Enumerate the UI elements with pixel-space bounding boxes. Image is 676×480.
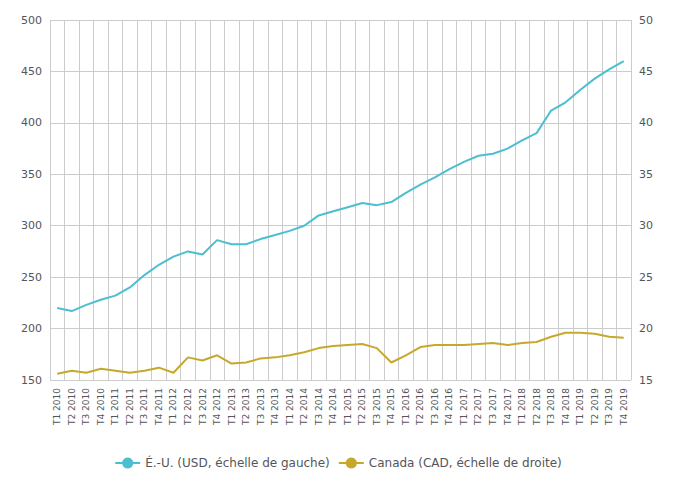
svg-text:T3 2018: T3 2018: [546, 388, 556, 426]
svg-text:T1 2010: T1 2010: [52, 388, 62, 426]
svg-text:400: 400: [21, 116, 42, 129]
svg-text:35: 35: [639, 168, 653, 181]
svg-text:T3 2014: T3 2014: [314, 388, 324, 426]
svg-text:T1 2014: T1 2014: [285, 388, 295, 426]
svg-text:T4 2016: T4 2016: [444, 388, 454, 426]
svg-text:T2 2017: T2 2017: [473, 388, 483, 426]
svg-text:É.-U. (USD, échelle de gauche): É.-U. (USD, échelle de gauche): [145, 455, 330, 470]
svg-text:T1 2016: T1 2016: [401, 388, 411, 426]
svg-text:T3 2016: T3 2016: [430, 388, 440, 426]
svg-text:30: 30: [639, 219, 653, 232]
svg-text:T1 2011: T1 2011: [110, 388, 120, 426]
svg-text:T2 2014: T2 2014: [299, 388, 309, 426]
svg-text:T2 2019: T2 2019: [590, 388, 600, 426]
svg-text:T1 2018: T1 2018: [517, 388, 527, 426]
svg-text:350: 350: [21, 168, 42, 181]
svg-text:T2 2012: T2 2012: [183, 388, 193, 426]
svg-text:T2 2010: T2 2010: [67, 388, 77, 426]
svg-text:T1 2012: T1 2012: [168, 388, 178, 426]
svg-text:T1 2019: T1 2019: [575, 388, 585, 426]
svg-text:T3 2019: T3 2019: [604, 388, 614, 426]
svg-text:Canada (CAD, échelle de droite: Canada (CAD, échelle de droite): [369, 456, 562, 470]
svg-text:T3 2013: T3 2013: [256, 388, 266, 426]
svg-text:T4 2018: T4 2018: [561, 388, 571, 426]
svg-text:250: 250: [21, 271, 42, 284]
svg-text:T3 2017: T3 2017: [488, 388, 498, 426]
svg-text:T2 2011: T2 2011: [125, 388, 135, 426]
svg-text:T1 2015: T1 2015: [343, 388, 353, 426]
svg-text:T4 2014: T4 2014: [328, 388, 338, 426]
svg-text:20: 20: [639, 322, 653, 335]
svg-text:200: 200: [21, 322, 42, 335]
svg-text:T2 2016: T2 2016: [415, 388, 425, 426]
svg-text:T2 2018: T2 2018: [532, 388, 542, 426]
svg-text:450: 450: [21, 65, 42, 78]
svg-text:T4 2019: T4 2019: [619, 388, 629, 426]
svg-text:T4 2010: T4 2010: [96, 388, 106, 426]
svg-text:T1 2017: T1 2017: [459, 388, 469, 426]
svg-text:T4 2011: T4 2011: [154, 388, 164, 426]
svg-text:500: 500: [21, 14, 42, 27]
svg-text:T4 2015: T4 2015: [386, 388, 396, 426]
svg-text:50: 50: [639, 14, 653, 27]
svg-text:40: 40: [639, 116, 653, 129]
svg-text:T4 2013: T4 2013: [270, 388, 280, 426]
svg-text:T3 2012: T3 2012: [198, 388, 208, 426]
svg-text:300: 300: [21, 219, 42, 232]
svg-text:T4 2012: T4 2012: [212, 388, 222, 426]
svg-text:15: 15: [639, 374, 653, 387]
svg-text:T2 2015: T2 2015: [357, 388, 367, 426]
svg-text:T3 2015: T3 2015: [372, 388, 382, 426]
svg-text:25: 25: [639, 271, 653, 284]
svg-text:T1 2013: T1 2013: [227, 388, 237, 426]
svg-text:T3 2011: T3 2011: [139, 388, 149, 426]
svg-text:T2 2013: T2 2013: [241, 388, 251, 426]
svg-text:150: 150: [21, 374, 42, 387]
svg-text:T4 2017: T4 2017: [503, 388, 513, 426]
svg-text:45: 45: [639, 65, 653, 78]
svg-text:T3 2010: T3 2010: [81, 388, 91, 426]
